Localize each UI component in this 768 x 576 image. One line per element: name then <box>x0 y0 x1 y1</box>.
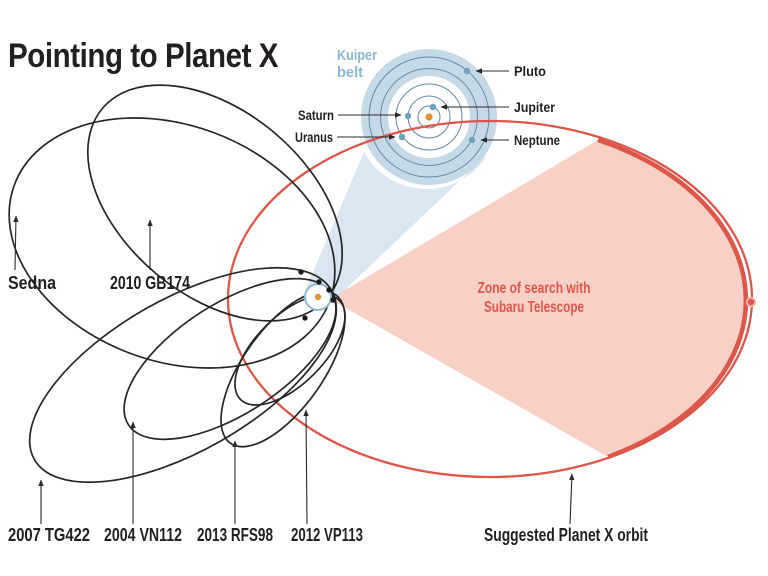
uranus-dot <box>398 133 406 141</box>
tg422-orbit-ellipse <box>28 266 338 484</box>
zone-label-line1: Zone of search with <box>478 280 591 297</box>
object-dot <box>330 297 336 303</box>
tg422-label: 2007 TG422 <box>8 525 90 545</box>
vp113-orbit-ellipse <box>234 294 346 406</box>
zone-of-search-label: Zone of search with Subaru Telescope <box>478 280 591 316</box>
orbit-labels: Sedna 2010 GB174 2007 TG422 2004 VN112 2… <box>8 215 648 545</box>
vp113-label: 2012 VP113 <box>291 525 363 545</box>
vp113-arrow <box>303 409 309 525</box>
saturn-label: Saturn <box>298 107 334 123</box>
sun-dot <box>314 293 322 301</box>
jupiter-label: Jupiter <box>514 99 555 115</box>
sedna-label: Sedna <box>8 273 57 293</box>
uranus-label: Uranus <box>295 129 333 145</box>
solar-system-inset <box>360 48 498 186</box>
object-dot <box>298 269 304 275</box>
magnifier-cone <box>305 152 487 303</box>
sedna-arrow <box>13 215 19 271</box>
planet-x-orbit-label: Suggested Planet X orbit <box>484 525 648 545</box>
jupiter-dot <box>429 103 437 111</box>
neptune-orbit-circle <box>380 68 478 166</box>
saturn-dot <box>404 112 412 120</box>
kuiper-belt-label-line2: belt <box>337 64 363 81</box>
kuiper-belt-label-line1: Kuiper <box>337 47 377 64</box>
zone-label-line2: Subaru Telescope <box>484 299 584 316</box>
pluto-dot <box>463 67 471 75</box>
object-dot <box>302 315 308 321</box>
planet-x-position-dot <box>745 296 757 308</box>
pluto-orbit-circle <box>368 56 490 178</box>
kuiper-belt-ring <box>361 49 497 185</box>
planet-x-orbit-arrow <box>569 473 575 525</box>
rfs98-orbit-ellipse <box>220 290 346 448</box>
neptune-dot <box>468 136 476 144</box>
pluto-label: Pluto <box>514 63 546 79</box>
inset-labels: Kuiper belt Pluto Jupiter Saturn Uranus … <box>295 47 560 148</box>
inset-sun-dot <box>425 113 433 121</box>
object-dot <box>316 279 322 285</box>
page-title: Pointing to Planet X <box>8 37 279 75</box>
vn112-label: 2004 VN112 <box>104 525 182 545</box>
search-zone-wedge <box>330 140 746 457</box>
object-dot <box>326 287 332 293</box>
planet-x-orbit-thick-arc <box>597 137 749 460</box>
gb174-label: 2010 GB174 <box>110 273 190 293</box>
neptune-label: Neptune <box>514 132 560 148</box>
rfs98-label: 2013 RFS98 <box>197 525 273 545</box>
perihelion-dots <box>298 269 336 321</box>
jupiter-orbit-circle <box>417 105 441 129</box>
